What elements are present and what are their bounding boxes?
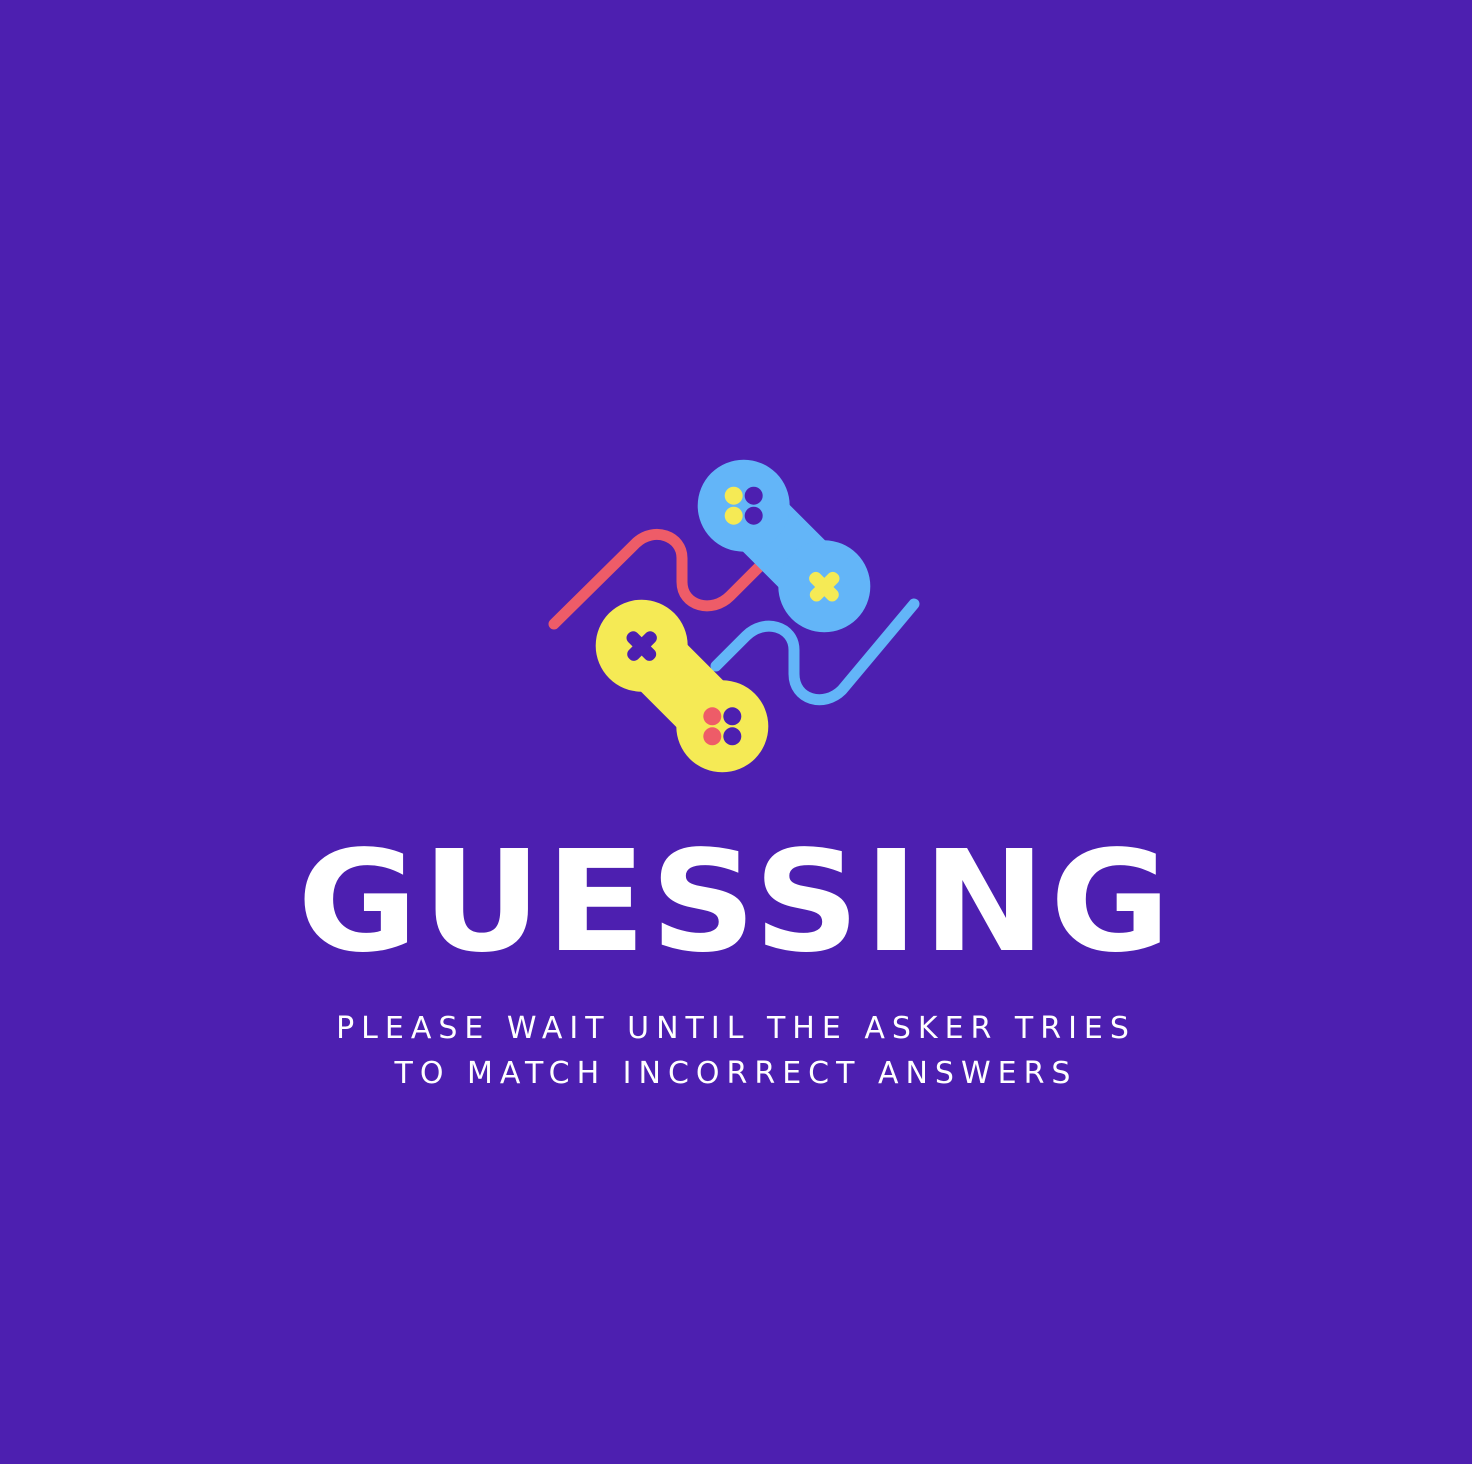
gamepads-icon xyxy=(548,459,920,773)
screen-title: GUESSING xyxy=(297,821,1175,984)
waiting-message-line-2: TO MATCH INCORRECT ANSWERS xyxy=(394,1056,1078,1091)
waiting-message: PLEASE WAIT UNTIL THE ASKER TRIES TO MAT… xyxy=(0,1006,1472,1096)
red-cable-icon xyxy=(548,528,768,630)
waiting-message-line-1: PLEASE WAIT UNTIL THE ASKER TRIES xyxy=(336,1011,1136,1046)
blue-cable-icon xyxy=(710,598,920,706)
blue-controller-icon xyxy=(697,459,871,633)
yellow-controller-icon xyxy=(595,599,769,773)
